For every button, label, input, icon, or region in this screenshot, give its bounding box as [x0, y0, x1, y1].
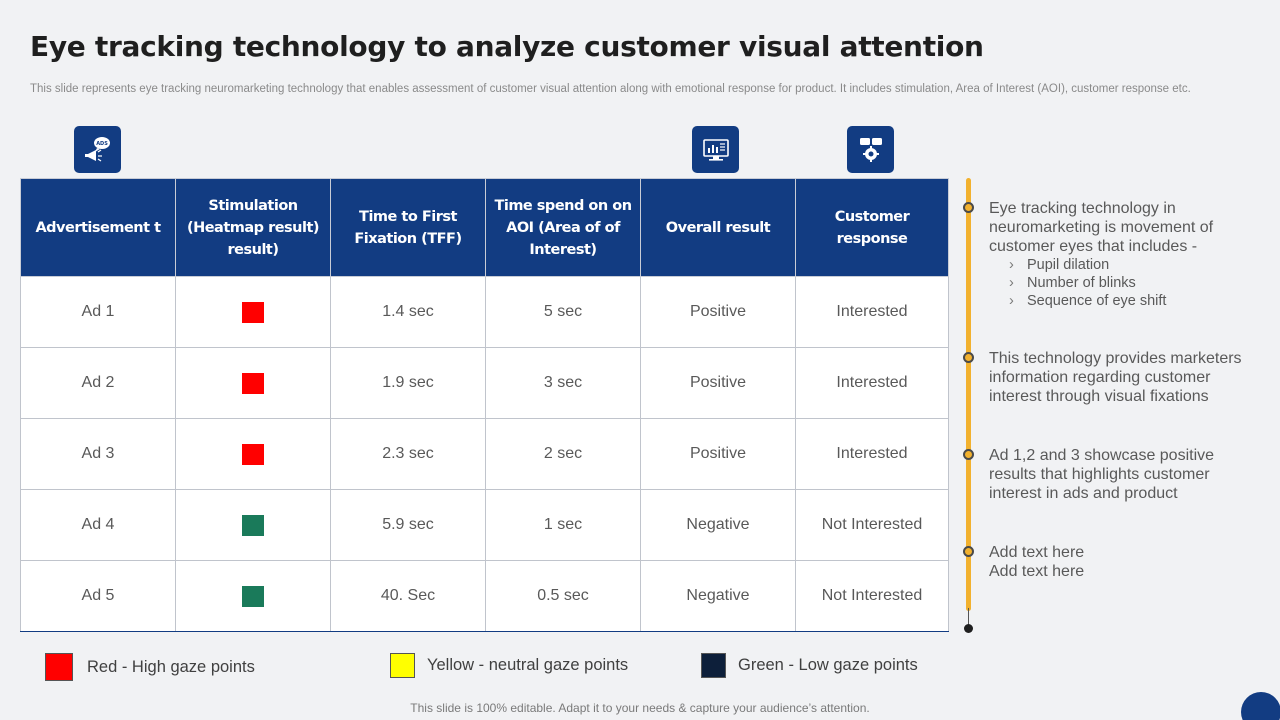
timeline-end-dot [964, 624, 973, 633]
cell-overall: Positive [640, 347, 796, 419]
legend-swatch [45, 653, 73, 681]
cell-overall: Positive [640, 418, 796, 490]
results-table: Advertisement t Stimulation (Heatmap res… [20, 178, 949, 632]
table-row: Ad 2 1.9 sec 3 sec Positive Interested [20, 347, 949, 419]
corner-decoration [1241, 692, 1280, 720]
legend-swatch [390, 653, 415, 678]
cell-stimulation [175, 489, 331, 561]
timeline-item-text: Add text here [989, 563, 1085, 580]
cell-tff: 1.4 sec [330, 276, 486, 348]
header-stimulation: Stimulation (Heatmap result) result) [175, 178, 331, 277]
cell-aoi: 1 sec [485, 489, 641, 561]
legend-swatch [701, 653, 726, 678]
table-row: Ad 1 1.4 sec 5 sec Positive Interested [20, 276, 949, 348]
header-time-spend-on-aoi: Time spend on on AOI (Area of of Interes… [485, 178, 641, 277]
cell-aoi: 0.5 sec [485, 560, 641, 632]
cell-response: Not Interested [795, 489, 949, 561]
timeline-item-text: Add text here [989, 544, 1085, 561]
cell-overall: Negative [640, 560, 796, 632]
cell-response: Interested [795, 418, 949, 490]
legend-item-yellow: Yellow - neutral gaze points [390, 653, 628, 678]
header-overall-result: Overall result [640, 178, 796, 277]
legend-item-green: Green - Low gaze points [701, 653, 918, 678]
cell-ad: Ad 4 [20, 489, 176, 561]
cell-ad: Ad 2 [20, 347, 176, 419]
timeline-item: Ad 1,2 and 3 showcase positive results t… [989, 447, 1215, 502]
page-subtitle: This slide represents eye tracking neuro… [30, 83, 1191, 95]
legend-label: Red - High gaze points [87, 657, 255, 676]
timeline-end-line [968, 608, 969, 626]
chevron-right-icon: › [1009, 293, 1014, 309]
cell-aoi: 3 sec [485, 347, 641, 419]
timeline-item: Eye tracking technology in neuromarketin… [989, 199, 1259, 310]
cell-ad: Ad 1 [20, 276, 176, 348]
cell-aoi: 2 sec [485, 418, 641, 490]
heatmap-swatch [242, 372, 264, 394]
cell-response: Not Interested [795, 560, 949, 632]
gear-chat-icon [847, 126, 894, 173]
cell-overall: Positive [640, 276, 796, 348]
table-row: Ad 3 2.3 sec 2 sec Positive Interested [20, 418, 949, 490]
cell-response: Interested [795, 347, 949, 419]
heatmap-swatch [242, 301, 264, 323]
legend-item-red: Red - High gaze points [45, 653, 255, 681]
cell-stimulation [175, 560, 331, 632]
cell-stimulation [175, 418, 331, 490]
timeline-dot [963, 449, 974, 460]
timeline-item: Add text here Add text here [989, 543, 1259, 581]
timeline-dot [963, 546, 974, 557]
timeline-dot [963, 352, 974, 363]
timeline-sublist: › Pupil dilation › Number of blinks › Seque… [989, 256, 1259, 310]
cell-aoi: 5 sec [485, 276, 641, 348]
heatmap-swatch [242, 585, 264, 607]
cell-ad: Ad 3 [20, 418, 176, 490]
cell-tff: 2.3 sec [330, 418, 486, 490]
cell-stimulation [175, 347, 331, 419]
legend-label: Green - Low gaze points [738, 656, 918, 674]
cell-stimulation [175, 276, 331, 348]
cell-overall: Negative [640, 489, 796, 561]
cell-tff: 1.9 sec [330, 347, 486, 419]
timeline-dot [963, 202, 974, 213]
cell-tff: 5.9 sec [330, 489, 486, 561]
cell-tff: 40. Sec [330, 560, 486, 632]
svg-text:ADS: ADS [96, 141, 108, 147]
cell-ad: Ad 5 [20, 560, 176, 632]
chevron-right-icon: › [1009, 275, 1014, 291]
header-customer-response: Customer response [795, 178, 949, 277]
timeline-bar [966, 178, 971, 611]
monitor-chart-icon [692, 126, 739, 173]
page-title: Eye tracking technology to analyze custo… [30, 30, 984, 63]
timeline-item-text: Eye tracking technology in neuromarketin… [989, 200, 1214, 255]
timeline-subitem: › Number of blinks [1009, 275, 1136, 291]
heatmap-swatch [242, 443, 264, 465]
header-time-to-first-fixation: Time to First Fixation (TFF) [330, 178, 486, 277]
table-row: Ad 4 5.9 sec 1 sec Negative Not Interest… [20, 489, 949, 561]
table-row: Ad 5 40. Sec 0.5 sec Negative Not Intere… [20, 560, 949, 632]
timeline-subitem: › Sequence of eye shift [1009, 293, 1167, 309]
cell-response: Interested [795, 276, 949, 348]
timeline-item: This technology provides marketers infor… [989, 350, 1242, 405]
table-header-row: Advertisement t Stimulation (Heatmap res… [20, 178, 949, 277]
timeline-subitem: › Pupil dilation [1009, 257, 1110, 273]
legend-label: Yellow - neutral gaze points [427, 656, 629, 674]
footer-note: This slide is 100% editable. Adapt it to… [410, 701, 870, 715]
megaphone-icon: ADS [74, 126, 121, 173]
header-advertisement: Advertisement t [20, 178, 176, 277]
chevron-right-icon: › [1009, 257, 1014, 273]
heatmap-swatch [242, 514, 264, 536]
